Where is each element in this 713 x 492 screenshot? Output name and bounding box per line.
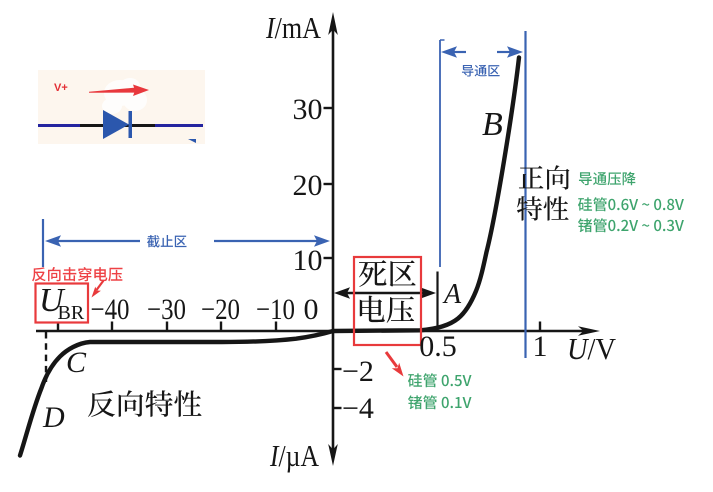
svg-text:U: U — [39, 282, 66, 319]
svg-text:10: 10 — [293, 244, 323, 277]
svg-text:A: A — [442, 279, 462, 310]
svg-text:V+: V+ — [54, 82, 68, 94]
svg-text:0.5: 0.5 — [419, 330, 457, 363]
svg-text:I/mA: I/mA — [265, 10, 321, 45]
svg-text:−2: −2 — [342, 355, 374, 388]
svg-text:BR: BR — [58, 302, 85, 324]
svg-text:−4: −4 — [342, 392, 374, 425]
svg-text:20: 20 — [293, 169, 323, 202]
svg-text:−40: −40 — [91, 293, 130, 326]
svg-text:D: D — [42, 401, 65, 434]
svg-text:−20: −20 — [201, 293, 240, 326]
svg-text:30: 30 — [293, 93, 323, 126]
svg-text:−30: −30 — [147, 293, 186, 326]
svg-text:−10: −10 — [256, 293, 295, 326]
svg-text:C: C — [66, 346, 87, 379]
svg-text:B: B — [482, 106, 503, 143]
svg-text:I/µA: I/µA — [269, 438, 319, 473]
svg-text:1: 1 — [533, 330, 548, 363]
svg-text:U/V: U/V — [567, 331, 617, 366]
svg-text:0: 0 — [304, 293, 319, 326]
